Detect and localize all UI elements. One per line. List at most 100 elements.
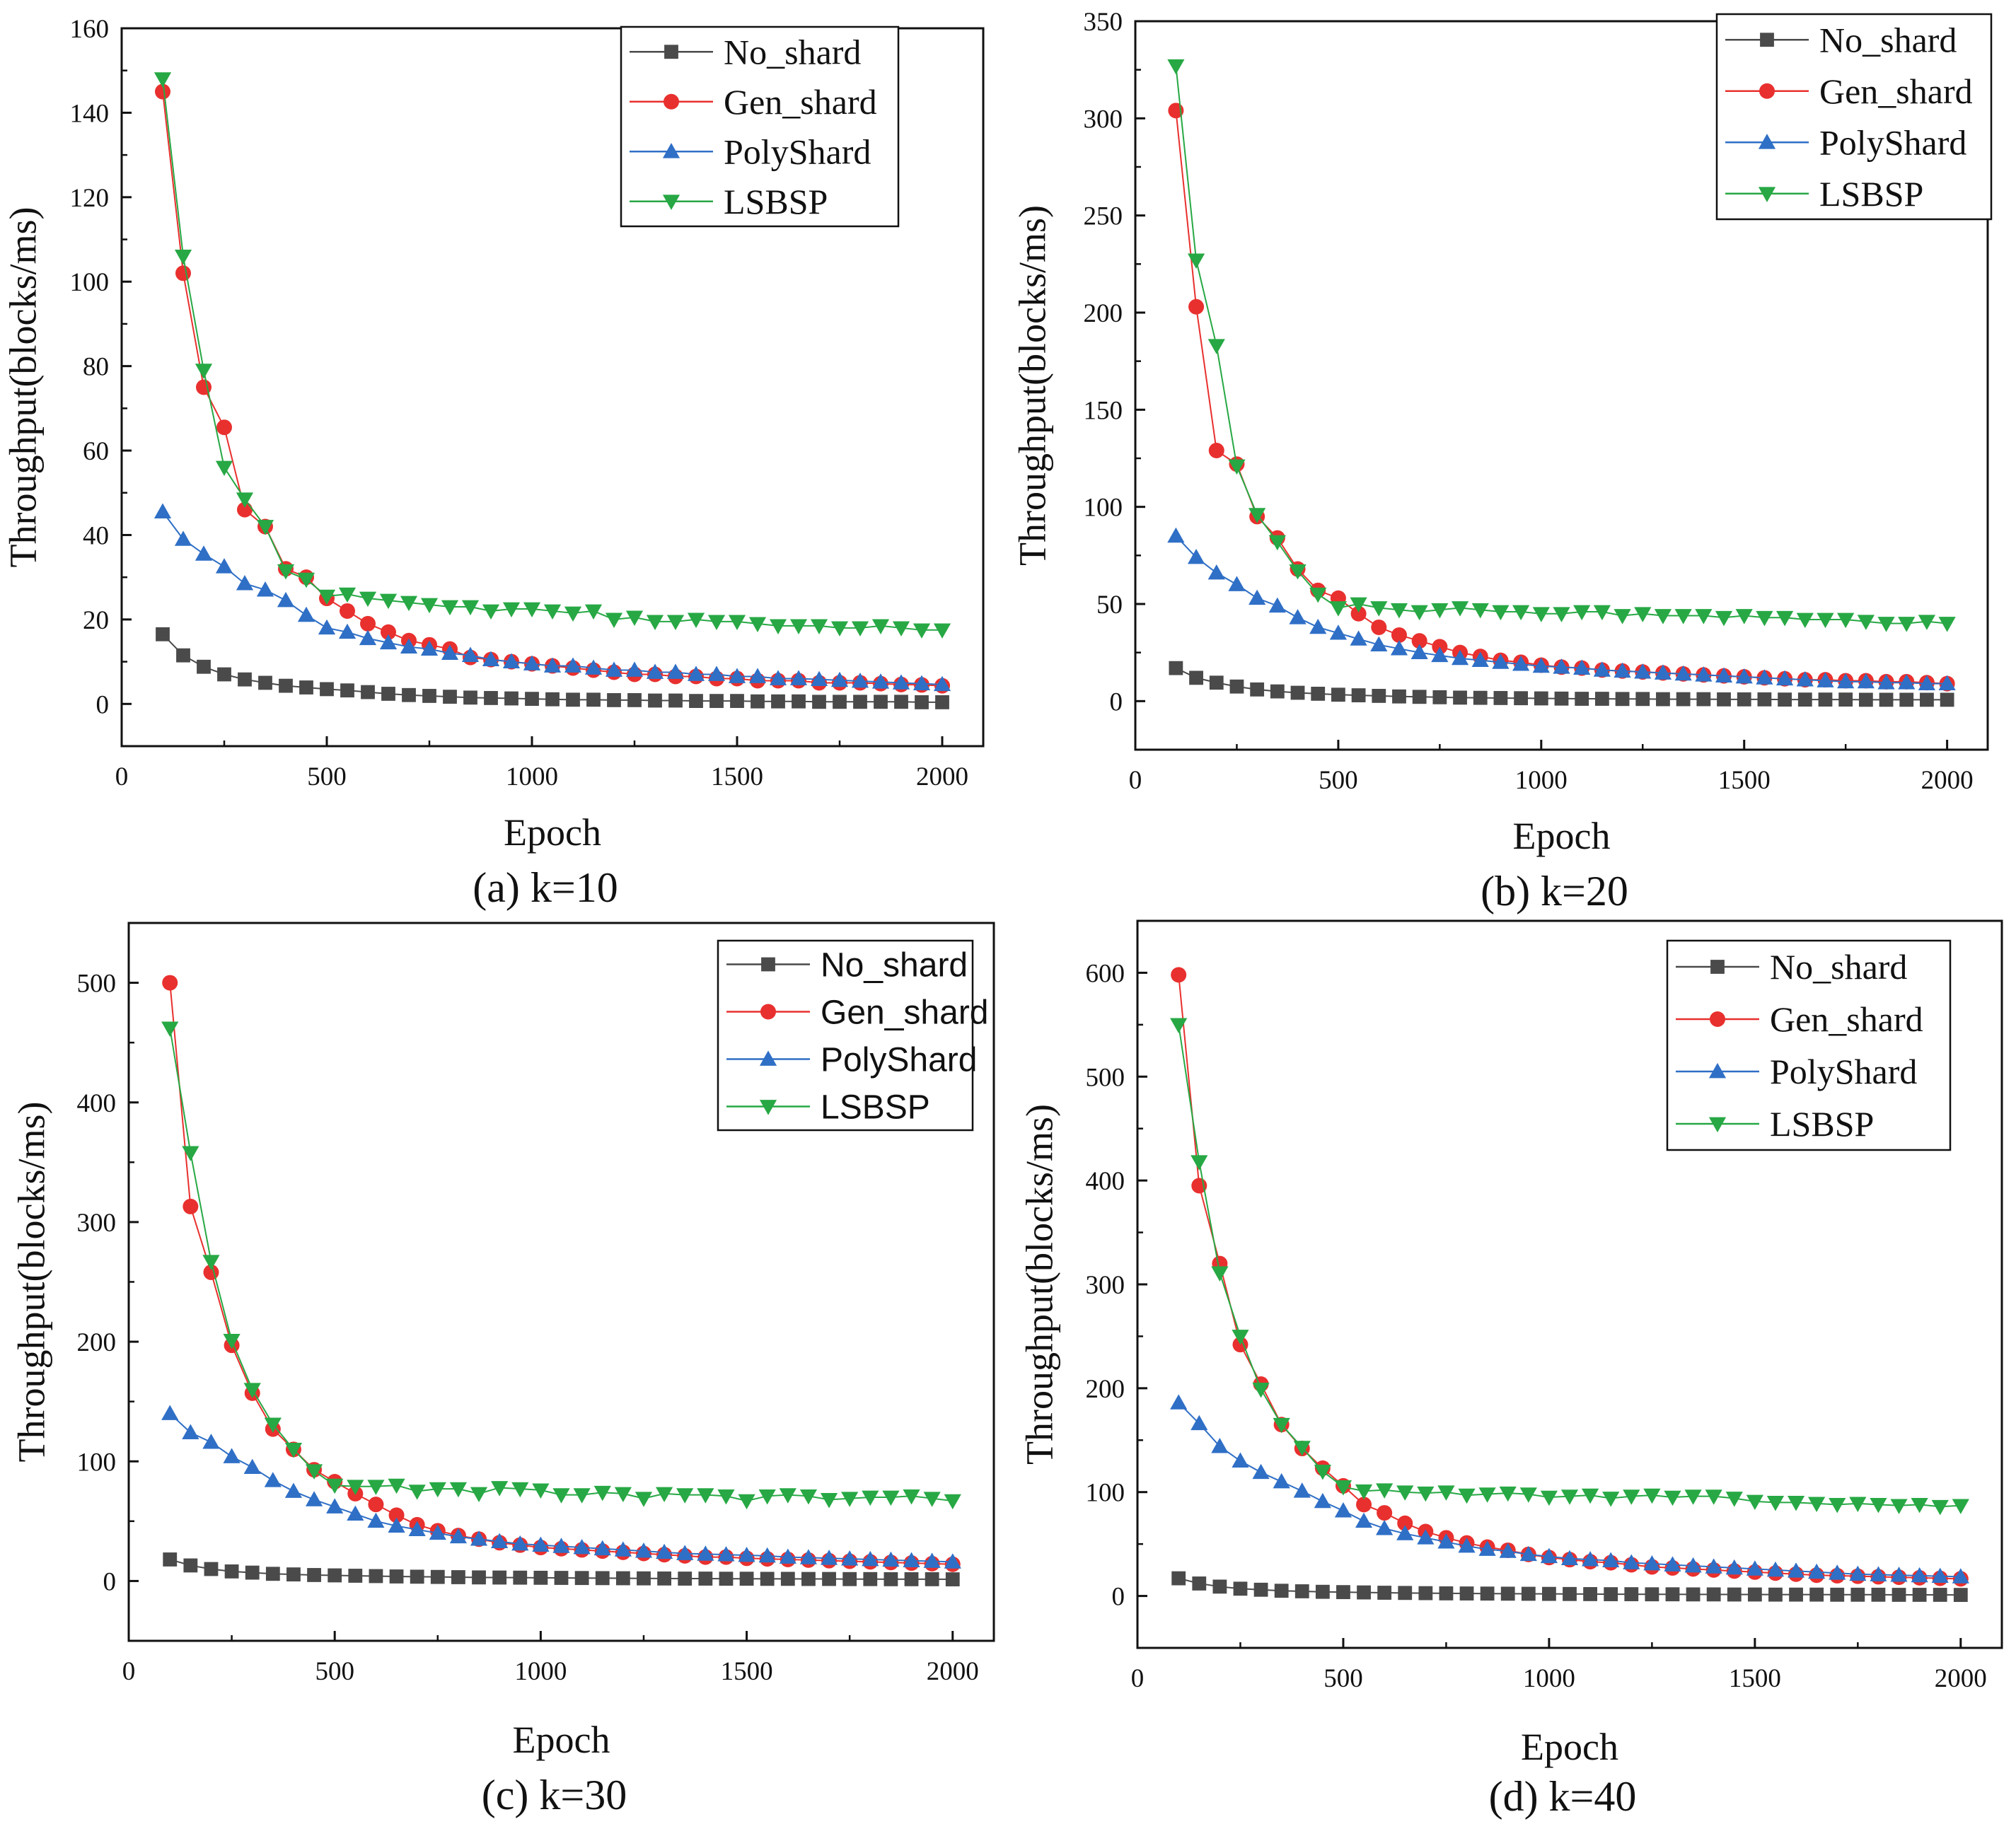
chart-panel-4: 0 500 1000 1500 2000 0 100 200 300 400 500 600 Epoch… (1018, 919, 2003, 1820)
data-point (279, 678, 293, 693)
data-point (709, 694, 724, 709)
data-point (202, 1255, 220, 1270)
legend-marker (1758, 134, 1776, 149)
data-point (318, 589, 336, 605)
data-point (1540, 1547, 1558, 1564)
data-point (1542, 1586, 1556, 1601)
data-point (243, 1383, 261, 1398)
data-point (388, 1517, 405, 1533)
data-point (841, 1550, 859, 1566)
data-point (913, 675, 931, 690)
data-point (1207, 339, 1225, 354)
x-axis-title: Epoch (1521, 1726, 1618, 1768)
data-point (1920, 692, 1934, 707)
data-point (237, 501, 253, 518)
data-point (635, 1543, 653, 1558)
data-point (461, 600, 480, 616)
data-point (1392, 689, 1406, 704)
data-point (1232, 1452, 1249, 1468)
data-point (1293, 1482, 1311, 1498)
y-tick-label: 80 (83, 353, 109, 382)
data-point (1623, 1554, 1640, 1569)
data-point (1453, 690, 1467, 705)
data-point (1376, 1483, 1394, 1499)
data-point (502, 653, 521, 668)
data-point (195, 364, 213, 379)
data-point (1953, 1588, 1968, 1603)
legend-marker (761, 957, 775, 972)
data-point (833, 695, 847, 709)
data-point (1911, 1567, 1928, 1583)
data-point (1350, 630, 1367, 646)
data-point (1676, 692, 1691, 707)
data-point (697, 1545, 714, 1561)
data-point (1553, 607, 1570, 622)
data-point (284, 1482, 303, 1498)
data-point (1189, 670, 1203, 685)
y-tick-label: 60 (83, 437, 109, 466)
series-lsbsp (1170, 1018, 1969, 1516)
data-point (607, 693, 621, 707)
data-point (1499, 1486, 1517, 1502)
data-point (779, 1548, 796, 1564)
x-tick-label: 0 (122, 1657, 136, 1686)
y-tick-label: 400 (1086, 1167, 1125, 1196)
data-point (1249, 589, 1266, 605)
data-point (1635, 692, 1650, 707)
data-point (871, 619, 890, 634)
data-point (361, 685, 375, 699)
legend-marker (662, 143, 680, 158)
data-point (1411, 633, 1427, 649)
data-point (1370, 636, 1388, 652)
data-point (1871, 1587, 1886, 1602)
data-point (1289, 564, 1307, 580)
data-point (554, 1571, 569, 1585)
data-point (1695, 666, 1713, 682)
legend-label: No_shard (821, 947, 968, 984)
data-point (1858, 692, 1873, 707)
y-tick-label: 600 (1086, 959, 1125, 988)
chart-panel-2: 0 500 1000 1500 2000 0 50 100 150 200 250 300 350 Epo… (1011, 8, 1993, 914)
data-point (944, 1494, 961, 1510)
data-point (1952, 1568, 1969, 1584)
data-point (492, 1570, 507, 1585)
data-point (1837, 673, 1855, 689)
data-point (1717, 692, 1731, 707)
data-point (422, 689, 436, 703)
data-point (1233, 1581, 1248, 1596)
data-point (1940, 692, 1954, 707)
data-point (1933, 1588, 1947, 1602)
legend-marker (1759, 83, 1775, 99)
x-axis-title: Epoch (513, 1719, 610, 1761)
data-point (923, 1552, 941, 1568)
data-point (1654, 609, 1672, 625)
data-point (238, 672, 252, 687)
data-point (1634, 663, 1652, 679)
data-point (1857, 615, 1875, 630)
data-point (1656, 692, 1670, 707)
data-point (359, 629, 377, 646)
data-point (1809, 1587, 1824, 1602)
data-point (318, 619, 336, 635)
x-tick-label: 2000 (1921, 766, 1974, 795)
data-point (217, 667, 231, 682)
data-point (1560, 1550, 1579, 1566)
data-point (1818, 692, 1833, 707)
data-point (1519, 1487, 1537, 1503)
data-point (728, 668, 746, 683)
data-point (810, 670, 828, 687)
data-point (851, 672, 869, 688)
data-point (388, 1507, 405, 1523)
data-point (543, 657, 562, 673)
data-point (697, 1488, 714, 1504)
data-point (443, 690, 457, 704)
data-point (1830, 1587, 1845, 1602)
data-point (728, 615, 746, 630)
data-point (1372, 689, 1386, 703)
y-tick-label: 0 (1110, 687, 1123, 716)
legend-marker (664, 93, 679, 110)
data-point (1334, 1480, 1352, 1496)
data-point (1849, 1565, 1867, 1581)
data-point (379, 634, 398, 650)
y-tick-label: 300 (1086, 1271, 1125, 1300)
